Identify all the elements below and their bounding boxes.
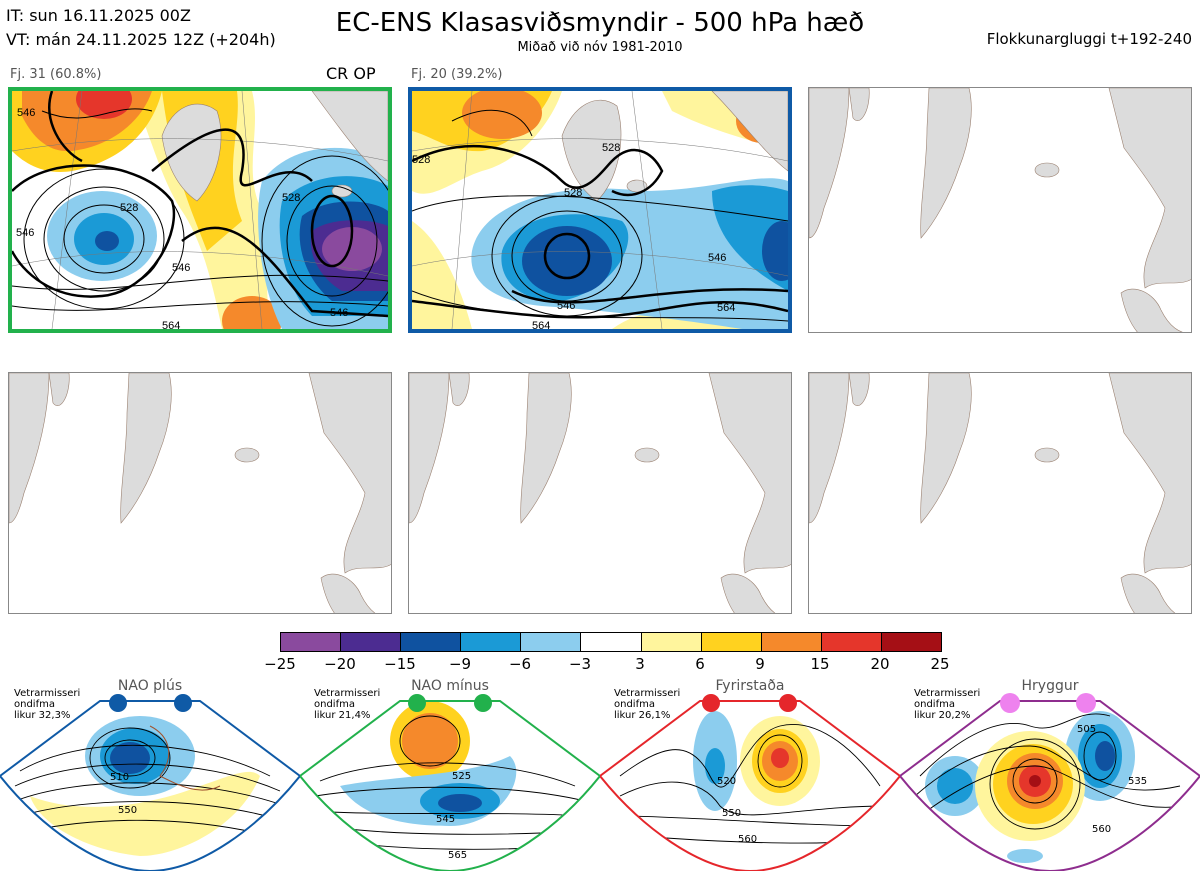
colorbar-swatch — [761, 633, 822, 651]
colorbar-tick: 6 — [695, 655, 705, 673]
contour-label: 565 — [448, 850, 467, 861]
contour-label: 546 — [17, 107, 35, 119]
landmask — [409, 373, 791, 613]
empty-map-6[interactable] — [808, 372, 1192, 614]
regime-info: Vetrarmisseri ondifma likur 20,2% — [914, 688, 981, 721]
empty-map-5[interactable] — [408, 372, 792, 614]
contour-label: 560 — [1092, 824, 1111, 835]
colorbar-swatch — [701, 633, 762, 651]
contour-label: 550 — [118, 805, 137, 816]
colorbar-swatch — [641, 633, 702, 651]
contour-label: 528 — [602, 142, 620, 154]
classification-window: Flokkunargluggi t+192-240 — [986, 30, 1192, 48]
contour-label: 560 — [738, 834, 757, 845]
colorbar-swatch — [461, 633, 522, 651]
time-info: IT: sun 16.11.2025 00Z VT: mán 24.11.202… — [6, 4, 276, 52]
contour-label: 546 — [330, 307, 348, 319]
regime-nao-minus[interactable]: 525 545 565 NAO mínus Vetrarmisseri ondifma… — [300, 676, 600, 871]
regime-info: Vetrarmisseri ondifma likur 26,1% — [614, 688, 681, 721]
colorbar-swatch — [401, 633, 462, 651]
colorbar-tick: −9 — [448, 655, 472, 673]
contour-label: 528 — [120, 202, 138, 214]
colorbar-tick: −6 — [508, 655, 532, 673]
colorbar-tick: 20 — [870, 655, 890, 673]
contour-label: 545 — [436, 814, 455, 825]
contour-label: 520 — [717, 776, 736, 787]
cluster-2-label: Fj. 20 (39.2%) — [411, 67, 503, 82]
contour-label: 528 — [564, 187, 582, 199]
cluster-map-1-svg: 546 528 546 564 546 528 546 — [12, 91, 388, 329]
contour-label: 510 — [110, 772, 129, 783]
cluster-map-2-svg: 528 528 546 546 564 564 528 — [412, 91, 788, 329]
initial-time: IT: sun 16.11.2025 00Z — [6, 6, 191, 25]
colorbar-ticks: −25 −20 −15 −9 −6 −3 3 6 9 15 20 25 — [250, 655, 972, 675]
colorbar-tick: 3 — [635, 655, 645, 673]
colorbar-tick: 9 — [755, 655, 765, 673]
contour-label: 546 — [708, 252, 726, 264]
regime-name: NAO mínus — [411, 678, 489, 694]
contour-label: 546 — [557, 300, 575, 312]
regime-name: NAO plús — [117, 678, 183, 694]
cluster-map-2[interactable]: 528 528 546 546 564 564 528 — [408, 87, 792, 333]
contour-label: 564 — [717, 302, 735, 314]
landmask — [809, 88, 1191, 332]
regime-name: Hryggur — [1021, 678, 1079, 694]
cluster-1-tag: CR OP — [326, 64, 376, 83]
colorbar-tick: −20 — [324, 655, 356, 673]
contour-label: 528 — [282, 192, 300, 204]
landmask — [809, 373, 1191, 613]
valid-time: VT: mán 24.11.2025 12Z (+204h) — [6, 30, 276, 49]
colorbar-tick: −3 — [568, 655, 592, 673]
regime-info: Vetrarmisseri ondifma likur 21,4% — [314, 688, 381, 721]
cluster-1-label: Fj. 31 (60.8%) — [10, 67, 102, 82]
colorbar-swatch — [881, 633, 942, 651]
empty-map-3[interactable] — [808, 87, 1192, 333]
colorbar-swatch — [521, 633, 582, 651]
page-title: EC-ENS Klasasviðsmyndir - 500 hPa hæð — [335, 8, 865, 38]
regime-nao-plus[interactable]: 510 550 NAO plús Vetrarmisseri ondifma liku… — [0, 676, 300, 871]
contour-label: 564 — [532, 320, 550, 329]
contour-label: 546 — [172, 262, 190, 274]
contour-label: 528 — [412, 154, 430, 166]
empty-map-4[interactable] — [8, 372, 392, 614]
colorbar-swatch — [581, 633, 642, 651]
regime-name: Fyrirstaða — [715, 678, 785, 694]
contour-label: 535 — [1128, 776, 1147, 787]
contour-label: 546 — [16, 227, 34, 239]
landmask — [9, 373, 391, 613]
contour-label: 564 — [162, 320, 180, 329]
colorbar-tick: 15 — [810, 655, 830, 673]
colorbar-swatch — [821, 633, 882, 651]
regime-ridge[interactable]: 505 535 560 Hryggur Vetrarmisseri ondifma li… — [900, 676, 1200, 871]
regime-blocking[interactable]: 520 550 560 Fyrirstaða Vetrarmisseri ondifm… — [600, 676, 900, 871]
colorbar-tick: −15 — [384, 655, 416, 673]
colorbar-swatch — [341, 633, 402, 651]
regime-info: Vetrarmisseri ondifma likur 32,3% — [14, 688, 81, 721]
contour-label: 505 — [1077, 724, 1096, 735]
contour-label: 525 — [452, 771, 471, 782]
colorbar-tick: −25 — [264, 655, 296, 673]
cluster-map-1[interactable]: 546 528 546 564 546 528 546 — [8, 87, 392, 333]
page-subtitle: Miðað við nóv 1981-2010 — [517, 40, 683, 55]
colorbar-swatch — [281, 633, 342, 651]
colorbar-tick: 25 — [930, 655, 950, 673]
colorbar — [280, 632, 942, 652]
contour-label: 550 — [722, 808, 741, 819]
